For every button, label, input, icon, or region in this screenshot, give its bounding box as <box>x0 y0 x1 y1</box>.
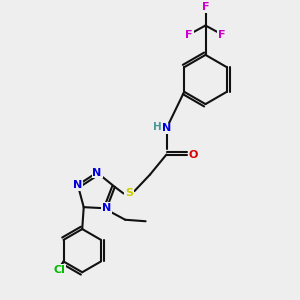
Text: S: S <box>125 188 133 199</box>
Text: O: O <box>188 149 198 160</box>
Text: F: F <box>185 29 193 40</box>
Text: F: F <box>202 2 209 13</box>
Text: N: N <box>73 180 83 190</box>
Text: N: N <box>102 203 111 213</box>
Text: F: F <box>218 29 226 40</box>
Text: N: N <box>92 167 102 178</box>
Text: N: N <box>162 123 171 134</box>
Text: H: H <box>152 122 161 132</box>
Text: Cl: Cl <box>53 265 65 275</box>
